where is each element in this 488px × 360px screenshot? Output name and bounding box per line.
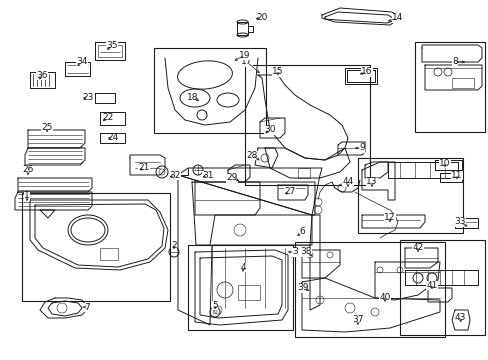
Text: 7: 7 [84, 302, 90, 311]
Text: 13: 13 [366, 177, 377, 186]
Text: 10: 10 [438, 158, 450, 167]
Text: 6: 6 [299, 228, 304, 237]
Text: 30: 30 [264, 126, 275, 135]
Text: 4: 4 [240, 262, 245, 271]
Text: 41: 41 [426, 280, 437, 289]
Text: 24: 24 [107, 134, 119, 143]
Text: 9: 9 [358, 144, 364, 153]
Bar [238, 285, 260, 300]
Text: 25: 25 [41, 123, 53, 132]
Text: 36: 36 [36, 71, 48, 80]
Text: 16: 16 [361, 68, 372, 77]
Text: 15: 15 [272, 68, 283, 77]
Bar [294, 242, 444, 337]
Text: 31: 31 [202, 171, 213, 180]
Bar [100, 248, 118, 260]
Text: 3: 3 [291, 248, 297, 256]
Bar [357, 158, 462, 233]
Text: 14: 14 [391, 13, 403, 22]
Bar [345, 68, 376, 84]
Bar [22, 193, 170, 301]
Bar [297, 168, 309, 178]
Text: 40: 40 [379, 292, 390, 302]
Text: 12: 12 [384, 213, 395, 222]
Bar [187, 245, 292, 330]
Text: 22: 22 [102, 113, 113, 122]
Text: 17: 17 [241, 58, 252, 67]
Bar [98, 45, 122, 57]
Text: 29: 29 [226, 174, 237, 183]
Text: 11: 11 [450, 171, 462, 180]
Text: 18: 18 [187, 94, 198, 103]
Text: 32: 32 [169, 171, 181, 180]
Text: 44: 44 [342, 177, 353, 186]
Text: 39: 39 [297, 284, 308, 292]
Text: 1: 1 [24, 192, 30, 201]
Bar [414, 42, 484, 132]
Text: 35: 35 [106, 40, 118, 49]
Text: 43: 43 [453, 314, 465, 323]
Bar [399, 240, 484, 335]
Text: 8: 8 [451, 58, 457, 67]
Text: 21: 21 [138, 163, 149, 172]
Text: 34: 34 [76, 58, 87, 67]
Text: 26: 26 [22, 166, 34, 175]
Text: 27: 27 [284, 188, 295, 197]
Bar [451, 78, 473, 88]
Text: 33: 33 [453, 217, 465, 226]
Bar [154, 48, 265, 133]
Text: 38: 38 [300, 248, 311, 256]
Text: 20: 20 [256, 13, 267, 22]
Bar [244, 65, 369, 185]
Text: 5: 5 [212, 301, 218, 310]
Text: 37: 37 [351, 315, 363, 324]
Text: 23: 23 [82, 94, 94, 103]
Text: 19: 19 [239, 50, 250, 59]
Text: 42: 42 [411, 243, 423, 252]
Text: 28: 28 [246, 150, 257, 159]
Text: 2: 2 [171, 240, 177, 249]
